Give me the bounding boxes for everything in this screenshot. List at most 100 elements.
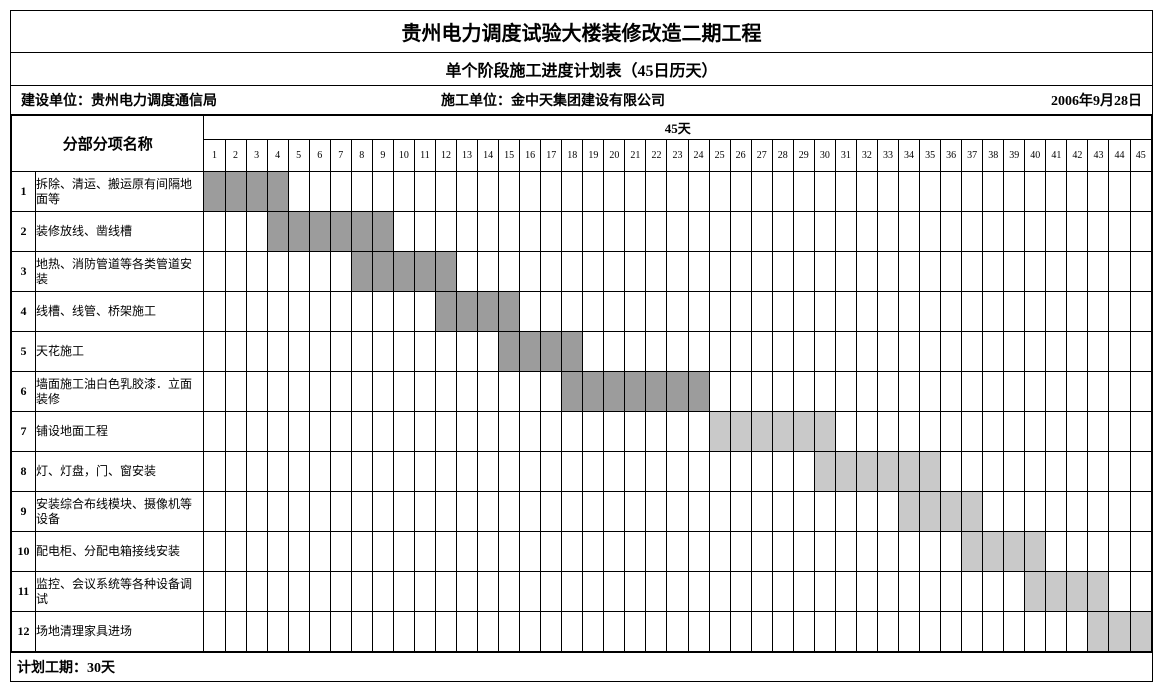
gantt-cell — [604, 212, 625, 252]
gantt-cell — [225, 412, 246, 452]
gantt-cell — [667, 572, 688, 612]
gantt-cell — [688, 572, 709, 612]
gantt-cell — [856, 172, 877, 212]
gantt-cell — [877, 332, 898, 372]
gantt-cell — [499, 372, 520, 412]
gantt-cell — [520, 292, 541, 332]
gantt-cell — [414, 292, 435, 332]
gantt-cell — [793, 412, 814, 452]
gantt-cell — [709, 372, 730, 412]
gantt-cell — [583, 292, 604, 332]
gantt-cell — [1109, 252, 1130, 292]
gantt-cell — [1004, 332, 1025, 372]
gantt-cell — [246, 372, 267, 412]
table-row: 1拆除、清运、搬运原有间隔地面等 — [12, 172, 1152, 212]
gantt-cell — [478, 412, 499, 452]
gantt-cell — [856, 292, 877, 332]
gantt-cell — [1067, 572, 1088, 612]
gantt-cell — [372, 572, 393, 612]
gantt-cell — [730, 532, 751, 572]
gantt-cell — [751, 372, 772, 412]
day-header: 10 — [393, 140, 414, 172]
gantt-cell — [1130, 492, 1151, 532]
gantt-cell — [856, 412, 877, 452]
task-name: 天花施工 — [36, 332, 204, 372]
gantt-cell — [730, 412, 751, 452]
gantt-cell — [372, 212, 393, 252]
gantt-cell — [688, 452, 709, 492]
owner-label: 建设单位： — [21, 94, 91, 109]
day-header: 24 — [688, 140, 709, 172]
gantt-cell — [414, 492, 435, 532]
gantt-cell — [267, 332, 288, 372]
owner-block: 建设单位：贵州电力调度通信局 — [21, 90, 441, 110]
gantt-cell — [309, 452, 330, 492]
task-index: 10 — [12, 532, 36, 572]
gantt-cell — [309, 572, 330, 612]
gantt-cell — [1088, 612, 1109, 652]
gantt-cell — [267, 172, 288, 212]
day-header: 26 — [730, 140, 751, 172]
day-header: 34 — [899, 140, 920, 172]
gantt-cell — [1088, 532, 1109, 572]
gantt-cell — [288, 452, 309, 492]
gantt-cell — [667, 212, 688, 252]
task-name: 场地清理家具进场 — [36, 612, 204, 652]
gantt-cell — [1046, 332, 1067, 372]
task-name: 灯、灯盘，门、窗安装 — [36, 452, 204, 492]
gantt-cell — [414, 452, 435, 492]
gantt-cell — [499, 252, 520, 292]
gantt-cell — [1004, 572, 1025, 612]
gantt-cell — [267, 492, 288, 532]
gantt-cell — [646, 492, 667, 532]
gantt-cell — [877, 252, 898, 292]
gantt-cell — [646, 172, 667, 212]
gantt-cell — [793, 452, 814, 492]
day-header: 21 — [625, 140, 646, 172]
gantt-cell — [541, 252, 562, 292]
gantt-cell — [688, 252, 709, 292]
gantt-cell — [920, 332, 941, 372]
day-header: 44 — [1109, 140, 1130, 172]
gantt-cell — [1046, 492, 1067, 532]
gantt-cell — [814, 452, 835, 492]
gantt-cell — [835, 212, 856, 252]
table-row: 9安装综合布线模块、摄像机等设备 — [12, 492, 1152, 532]
gantt-cell — [983, 572, 1004, 612]
gantt-cell — [267, 612, 288, 652]
gantt-cell — [204, 492, 225, 532]
gantt-cell — [1067, 612, 1088, 652]
gantt-cell — [814, 292, 835, 332]
task-index: 1 — [12, 172, 36, 212]
gantt-cell — [941, 492, 962, 532]
day-header: 2 — [225, 140, 246, 172]
gantt-cell — [983, 212, 1004, 252]
gantt-cell — [835, 572, 856, 612]
gantt-cell — [541, 292, 562, 332]
contractor-value: 金中天集团建设有限公司 — [511, 94, 665, 109]
gantt-cell — [941, 412, 962, 452]
gantt-cell — [478, 332, 499, 372]
gantt-cell — [435, 172, 456, 212]
gantt-cell — [983, 412, 1004, 452]
gantt-cell — [457, 412, 478, 452]
gantt-cell — [646, 252, 667, 292]
gantt-cell — [351, 372, 372, 412]
gantt-cell — [709, 532, 730, 572]
gantt-cell — [246, 252, 267, 292]
gantt-cell — [709, 252, 730, 292]
gantt-cell — [499, 492, 520, 532]
gantt-cell — [330, 452, 351, 492]
gantt-cell — [372, 292, 393, 332]
gantt-cell — [856, 532, 877, 572]
gantt-cell — [562, 572, 583, 612]
gantt-cell — [751, 172, 772, 212]
gantt-cell — [1130, 292, 1151, 332]
gantt-cell — [562, 612, 583, 652]
gantt-cell — [1025, 452, 1046, 492]
gantt-cell — [204, 212, 225, 252]
gantt-cell — [1004, 372, 1025, 412]
gantt-cell — [372, 452, 393, 492]
gantt-cell — [435, 452, 456, 492]
gantt-cell — [751, 492, 772, 532]
